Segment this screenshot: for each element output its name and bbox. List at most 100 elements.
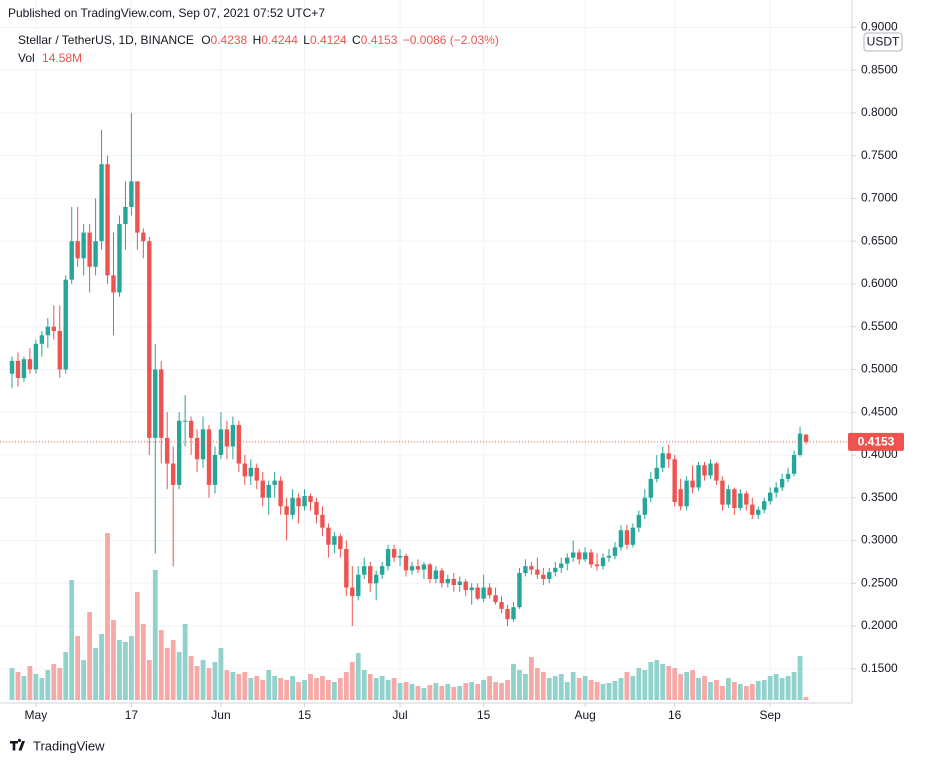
volume-bar <box>445 684 451 700</box>
volume-bar <box>463 683 469 700</box>
candle-body <box>511 607 516 620</box>
y-tick-label: 0.8000 <box>861 105 898 119</box>
candle-body <box>182 420 188 422</box>
candle-body <box>523 566 528 573</box>
y-tick-label: 0.9000 <box>861 20 898 34</box>
volume-bar <box>218 648 224 700</box>
candle-body <box>767 492 773 502</box>
high-value: 0.4244 <box>261 33 298 47</box>
candle-body <box>373 574 379 584</box>
candle-body <box>230 425 236 447</box>
candle-body <box>636 514 642 528</box>
candle-body <box>576 552 582 560</box>
candle-body <box>660 453 665 468</box>
candle-body <box>320 514 325 528</box>
candle-body <box>702 465 707 476</box>
x-tick-label: Aug <box>574 708 595 722</box>
volume-bar <box>397 683 403 700</box>
volume-bar <box>391 678 397 700</box>
candle-body <box>51 326 56 331</box>
candle-body <box>350 587 355 597</box>
currency-box[interactable] <box>863 32 903 52</box>
candle-body <box>565 557 570 564</box>
volume-bar <box>266 670 272 700</box>
candle-body <box>517 572 522 608</box>
candle-body <box>379 566 385 575</box>
volume-bar <box>99 634 104 700</box>
candle-body <box>439 570 445 584</box>
candle-body <box>762 501 767 510</box>
candle-body <box>362 566 367 575</box>
volume-bar <box>558 674 564 700</box>
candle-body <box>111 275 116 293</box>
volume-bar <box>379 676 385 700</box>
volume-bar <box>660 664 666 700</box>
x-tick-label: Jul <box>392 708 407 722</box>
y-tick-label: 0.3500 <box>861 490 898 504</box>
candle-body <box>63 279 68 370</box>
volume-bar <box>564 682 570 700</box>
candle-body <box>732 489 737 509</box>
volume-bar <box>27 666 33 700</box>
volume-bar <box>367 674 373 700</box>
volume-bar <box>517 670 522 700</box>
candle-body <box>15 360 21 379</box>
candle-body <box>290 497 295 515</box>
volume-bar <box>588 680 594 700</box>
volume-bar <box>224 670 230 700</box>
candle-body <box>415 566 421 570</box>
open-value: 0.4238 <box>211 33 248 47</box>
volume-bar <box>624 672 630 700</box>
volume-bar <box>534 668 540 700</box>
volume-bar <box>666 666 672 700</box>
volume-name: Vol <box>18 51 35 65</box>
candle-body <box>344 549 349 588</box>
candle-body <box>45 326 51 336</box>
volume-bar <box>349 662 355 700</box>
volume-bar <box>761 680 767 700</box>
y-tick-label: 0.6500 <box>861 233 898 247</box>
candle-body <box>541 574 546 579</box>
volume-bar <box>433 683 439 700</box>
volume-bar <box>499 683 504 700</box>
volume-bar <box>45 670 51 700</box>
volume-bar <box>331 682 337 700</box>
last-price-label: 0.4153 <box>858 435 895 449</box>
candle-body <box>756 509 761 515</box>
candle-body <box>141 232 146 242</box>
y-tick-label: 0.5500 <box>861 319 898 333</box>
legend-volume: Vol 14.58M <box>18 51 82 65</box>
candle-body <box>738 493 743 509</box>
volume-bar <box>206 668 212 700</box>
volume-bar <box>779 678 785 700</box>
grid <box>0 0 852 703</box>
candle-body <box>176 420 182 485</box>
volume-bar <box>21 676 27 700</box>
candle-body <box>529 566 534 570</box>
volume-bar <box>75 636 81 700</box>
volume-bar <box>439 686 445 700</box>
volume-bar <box>63 652 69 700</box>
candle-body <box>773 487 779 493</box>
candle-body <box>147 241 152 438</box>
candle-body <box>27 359 33 370</box>
candle-body <box>218 429 224 455</box>
volume-bar <box>749 684 755 700</box>
currency[interactable]: USDT <box>867 35 900 49</box>
volume-bar <box>170 640 176 700</box>
x-tick-label: Jun <box>211 708 230 722</box>
candle-body <box>630 527 636 545</box>
candle-body <box>385 549 391 567</box>
candle-body <box>582 552 588 560</box>
candle-body <box>803 434 809 442</box>
legend-ohlc: Stellar / TetherUS, 1D, BINANCE O0.4238 … <box>18 33 499 47</box>
candle-body <box>33 343 39 370</box>
candle-body <box>750 504 755 515</box>
volume-bar <box>469 682 475 700</box>
volume-bar <box>606 683 612 700</box>
candle-body <box>648 478 653 498</box>
volume-bar <box>546 678 552 700</box>
volume-bar <box>552 676 558 700</box>
volume-bar <box>654 660 660 700</box>
volume-bar <box>134 592 140 700</box>
